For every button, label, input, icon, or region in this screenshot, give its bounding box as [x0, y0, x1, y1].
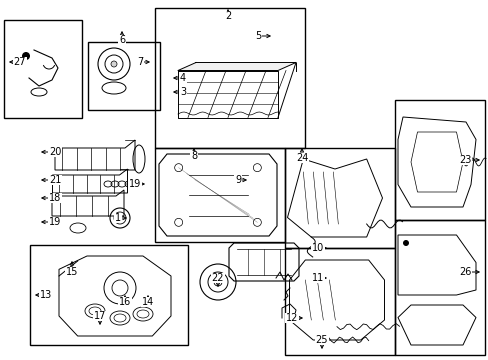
Text: 23: 23: [458, 155, 470, 165]
Text: 17: 17: [94, 311, 106, 321]
Text: 27: 27: [14, 57, 26, 67]
Bar: [285, 148, 394, 248]
Ellipse shape: [402, 240, 408, 246]
Text: 26: 26: [458, 267, 470, 277]
Text: 22: 22: [211, 273, 224, 283]
Bar: [394, 100, 484, 220]
Text: 11: 11: [311, 273, 324, 283]
Bar: [155, 8, 305, 148]
Bar: [4, 20, 82, 118]
Text: 8: 8: [190, 151, 197, 161]
Text: 9: 9: [234, 175, 241, 185]
Bar: [394, 220, 484, 355]
Bar: [155, 148, 285, 242]
Text: 2: 2: [224, 11, 231, 21]
Text: 21: 21: [49, 175, 61, 185]
Text: 15: 15: [66, 267, 78, 277]
Text: 13: 13: [40, 290, 52, 300]
Text: 10: 10: [311, 243, 324, 253]
Bar: [30, 245, 187, 345]
Text: 19: 19: [129, 179, 141, 189]
Bar: [285, 248, 394, 355]
Text: 18: 18: [49, 193, 61, 203]
Text: 6: 6: [119, 35, 125, 45]
Text: 4: 4: [180, 73, 185, 83]
Text: 12: 12: [285, 313, 298, 323]
Ellipse shape: [111, 61, 117, 67]
Text: 14: 14: [142, 297, 154, 307]
Text: 1: 1: [115, 213, 121, 223]
Text: 24: 24: [295, 153, 307, 163]
Text: 20: 20: [49, 147, 61, 157]
Text: 5: 5: [254, 31, 261, 41]
Text: 16: 16: [119, 297, 131, 307]
Bar: [88, 42, 160, 110]
Text: 7: 7: [137, 57, 143, 67]
Text: 25: 25: [315, 335, 327, 345]
Text: 3: 3: [180, 87, 185, 97]
Polygon shape: [178, 63, 295, 71]
Text: 19: 19: [49, 217, 61, 227]
Ellipse shape: [22, 52, 30, 60]
